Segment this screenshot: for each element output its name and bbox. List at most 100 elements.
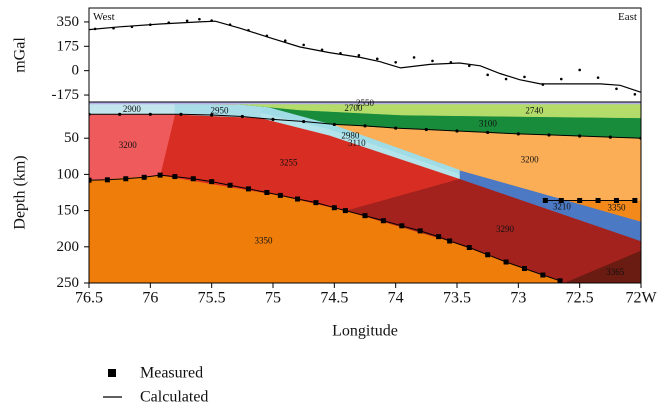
density-label: 3100: [479, 119, 498, 129]
measured-point: [431, 59, 434, 63]
boundary-marker: [632, 197, 638, 203]
density-label: 3350: [255, 236, 274, 246]
boundary-marker: [424, 127, 428, 132]
boundary-marker: [104, 177, 110, 183]
boundary-marker: [577, 197, 583, 203]
x-tick-label: 75: [265, 290, 281, 307]
legend-label: Measured: [140, 365, 203, 382]
measured-point: [198, 17, 201, 21]
boundary-marker: [209, 179, 215, 185]
density-label: 2900: [123, 104, 142, 114]
boundary-marker: [277, 192, 283, 198]
boundary-marker: [399, 223, 405, 229]
measured-point: [486, 73, 489, 77]
density-label: 3255: [279, 157, 298, 167]
boundary-marker: [466, 245, 472, 251]
x-tick-label: 76: [142, 290, 158, 307]
boundary-marker: [89, 177, 92, 183]
measured-point: [412, 56, 416, 59]
boundary-marker: [179, 112, 183, 116]
boundary-marker: [558, 197, 564, 203]
boundary-marker: [123, 176, 129, 182]
boundary-marker: [362, 213, 368, 219]
boundary-marker: [210, 113, 214, 117]
boundary-marker: [240, 114, 244, 119]
y-tick-label: 0: [72, 63, 80, 79]
boundary-marker: [380, 218, 386, 224]
boundary-marker: [172, 174, 178, 180]
boundary-marker: [264, 190, 270, 195]
boundary-marker: [613, 197, 619, 203]
boundary-marker: [157, 172, 163, 178]
density-label: 3365: [606, 267, 625, 277]
boundary-marker: [557, 278, 563, 283]
measured-point: [559, 77, 563, 81]
boundary-marker: [486, 130, 490, 135]
calculated-line: [88, 20, 642, 93]
plot-frame: [88, 101, 642, 284]
measured-point: [302, 43, 305, 47]
boundary-marker: [447, 238, 453, 244]
measured-point: [467, 64, 471, 68]
measured-point: [596, 76, 600, 79]
y-tick-label: 250: [57, 275, 80, 291]
x-tick-label: 72.5: [566, 290, 594, 307]
boundary-marker: [394, 126, 398, 130]
boundary-marker: [547, 133, 551, 137]
density-label: 3110: [348, 138, 366, 148]
y-tick-label: 100: [57, 166, 80, 182]
density-label: 2700: [344, 103, 363, 113]
y-tick-label: 50: [64, 130, 79, 146]
x-tick-label: 75.5: [198, 290, 226, 307]
density-label: 2980: [341, 130, 360, 140]
boundary-marker: [516, 132, 520, 136]
legend-marker: [108, 369, 116, 377]
density-label: 2740: [525, 105, 544, 115]
x-tick-label: 72W: [625, 290, 657, 307]
boundary-marker: [521, 266, 527, 272]
boundary-marker: [542, 197, 548, 203]
measured-point: [283, 39, 287, 43]
x-axis-label: Longitude: [332, 323, 398, 340]
x-tick-label: 73: [510, 290, 526, 307]
boundary-marker: [295, 196, 301, 202]
boundary-marker: [190, 176, 196, 182]
boundary-marker: [485, 252, 491, 258]
boundary-marker: [331, 205, 337, 211]
density-label: 3200: [521, 155, 540, 165]
boundary-marker: [313, 200, 319, 206]
boundary-marker: [245, 186, 251, 192]
measured-point: [523, 75, 526, 79]
density-label: 3290: [496, 224, 515, 234]
boundary-marker: [148, 112, 152, 116]
density-label: 3210: [553, 201, 572, 211]
boundary-marker: [118, 112, 122, 116]
measured-point: [375, 57, 379, 61]
measured-point: [357, 54, 361, 57]
density-label: 2950: [210, 105, 229, 115]
measured-point: [615, 87, 618, 91]
boundary-marker: [342, 208, 348, 214]
boundary-marker: [595, 197, 601, 203]
measured-point: [320, 48, 324, 52]
measured-point: [185, 19, 189, 23]
plot-frame: [88, 7, 642, 103]
boundary-marker: [363, 124, 367, 128]
model: [89, 102, 641, 283]
boundary-marker: [271, 117, 275, 121]
density-label: 3200: [119, 140, 138, 150]
measured-point: [394, 61, 397, 64]
boundary-marker: [578, 134, 582, 138]
y-tick-label: 200: [57, 239, 80, 255]
boundary-marker: [540, 272, 546, 278]
y-tick-label: 150: [57, 203, 80, 219]
measured-point: [578, 68, 581, 72]
boundary-marker: [455, 129, 459, 133]
corner-label: East: [618, 11, 637, 23]
density-label: 3350: [607, 202, 626, 212]
boundary-line: [89, 174, 561, 282]
boundary-marker: [227, 182, 233, 188]
x-tick-label: 74.5: [320, 290, 348, 307]
y-axis-label: mGal: [12, 37, 29, 73]
